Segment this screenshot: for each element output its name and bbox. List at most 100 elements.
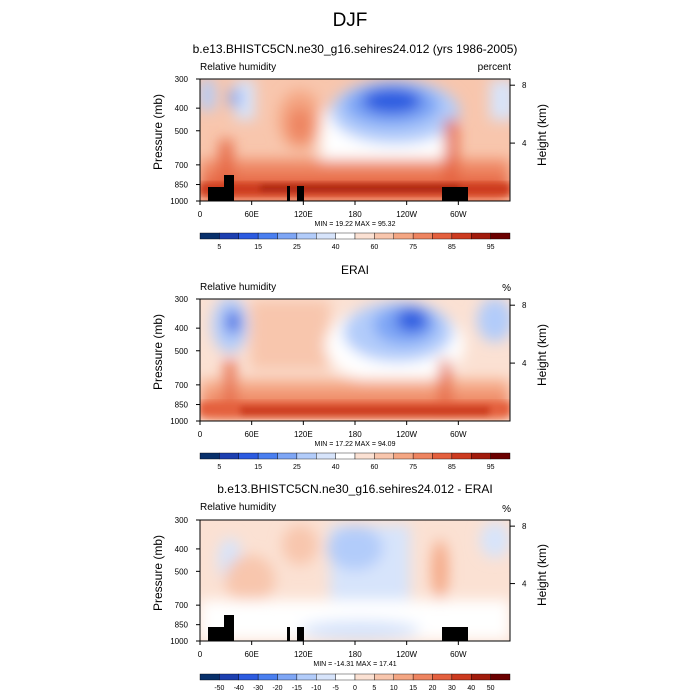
panel-2-ytick-label: 850 bbox=[175, 401, 189, 410]
panel-2-xtick-label: 180 bbox=[348, 430, 362, 439]
colorbar-3-swatch bbox=[451, 673, 472, 681]
panel-2-xtick-label: 60E bbox=[245, 430, 259, 439]
colorbar-3-label: -50 bbox=[214, 685, 224, 692]
colorbar-3-swatch bbox=[277, 673, 298, 681]
colorbar-2-swatch bbox=[354, 452, 375, 460]
panel-3-ytick-label: 300 bbox=[175, 516, 189, 525]
panel-1-ytick-label: 500 bbox=[175, 127, 189, 136]
colorbar-3-swatch bbox=[335, 673, 356, 681]
panel-2-field bbox=[200, 299, 510, 421]
colorbar-1-swatch bbox=[199, 232, 220, 240]
panel-2-stats: MIN = 17.22 MAX = 94.09 bbox=[314, 441, 396, 448]
panel-3-stats: MIN = -14.31 MAX = 17.41 bbox=[313, 661, 397, 668]
colorbar-2-label: 40 bbox=[332, 464, 340, 471]
panel-3-right-tick-label: 8 bbox=[522, 522, 527, 531]
panel-2-right-tick-label: 4 bbox=[522, 359, 527, 368]
panel-1-xtick-label: 120W bbox=[396, 210, 417, 219]
panel-1-ytick-label: 700 bbox=[175, 161, 189, 170]
colorbar-2-swatch bbox=[316, 452, 336, 460]
colorbar-3-swatch bbox=[219, 673, 239, 681]
colorbar-1-label: 5 bbox=[217, 244, 221, 251]
colorbar-2-label: 25 bbox=[293, 464, 301, 471]
panel-1-ytick-label: 400 bbox=[175, 104, 189, 113]
colorbar-3-swatch bbox=[238, 673, 259, 681]
colorbar-3-label: -20 bbox=[272, 685, 282, 692]
panel-1-ytick-label: 300 bbox=[175, 75, 189, 84]
colorbar-3-label: 30 bbox=[448, 685, 456, 692]
panel-3-xtick-label: 60E bbox=[245, 650, 259, 659]
colorbar-1-label: 85 bbox=[448, 244, 456, 251]
panel-2-variable-label: Relative humidity bbox=[200, 282, 277, 293]
colorbar-2-label: 95 bbox=[487, 464, 495, 471]
colorbar-1-label: 15 bbox=[254, 244, 262, 251]
colorbar-2-label: 85 bbox=[448, 464, 456, 471]
colorbar-2-swatch bbox=[335, 452, 356, 460]
colorbar-3-swatch bbox=[432, 673, 453, 681]
panel-1-ytick-label: 850 bbox=[175, 181, 189, 190]
colorbar-3-label: -30 bbox=[253, 685, 263, 692]
colorbar-2-swatch bbox=[219, 452, 239, 460]
panel-3-xtick-label: 0 bbox=[198, 650, 203, 659]
panel-1-right-tick-label: 8 bbox=[522, 81, 527, 90]
colorbar-1-swatch bbox=[257, 232, 278, 240]
panel-1-variable-label: Relative humidity bbox=[200, 62, 277, 73]
colorbar-2-swatch bbox=[277, 452, 298, 460]
colorbar-1-label: 40 bbox=[332, 244, 340, 251]
colorbar-layer: 5 15 25 40 60 75 85 955 15 25 40 60 75 85 95-50 -40 -30-… bbox=[199, 232, 511, 692]
colorbar-2-label: 15 bbox=[254, 464, 262, 471]
colorbar-3-swatch bbox=[316, 673, 336, 681]
panel-1-xtick-label: 0 bbox=[198, 210, 203, 219]
panel-1-right-tick-label: 4 bbox=[522, 139, 527, 148]
colorbar-2-swatch bbox=[471, 452, 491, 460]
panel-2-ytick-label: 300 bbox=[175, 295, 189, 304]
colorbar-3-label: 5 bbox=[372, 685, 376, 692]
panel-1-units-label: percent bbox=[477, 62, 511, 73]
panel-1-xtick-label: 60E bbox=[245, 210, 259, 219]
panel-1-stats: MIN = 19.22 MAX = 95.32 bbox=[314, 221, 396, 228]
colorbar-3-label: -15 bbox=[292, 685, 302, 692]
panel-2-title: ERAI bbox=[340, 263, 369, 277]
panel-3-field bbox=[200, 520, 510, 641]
panel-3-ytick-label: 1000 bbox=[170, 637, 188, 646]
colorbar-1-swatch bbox=[335, 232, 356, 240]
colorbar-2-swatch bbox=[490, 452, 511, 460]
panel-3-variable-label: Relative humidity bbox=[200, 502, 277, 513]
panel-3-ytick-label: 500 bbox=[175, 567, 189, 576]
colorbar-3-label: 20 bbox=[429, 685, 437, 692]
colorbar-2-swatch bbox=[451, 452, 472, 460]
panel-2-xtick-label: 60W bbox=[450, 430, 467, 439]
figure-title: DJF bbox=[332, 10, 368, 31]
colorbar-1-swatch bbox=[277, 232, 298, 240]
colorbar-1-label: 25 bbox=[293, 244, 301, 251]
colorbar-2-swatch bbox=[412, 452, 433, 460]
colorbar-2-label: 60 bbox=[370, 464, 378, 471]
colorbar-2-swatch bbox=[238, 452, 259, 460]
colorbar-1-swatch bbox=[219, 232, 239, 240]
panel-1-ytick-label: 1000 bbox=[170, 197, 188, 206]
colorbar-1-swatch bbox=[432, 232, 453, 240]
colorbar-3-swatch bbox=[296, 673, 317, 681]
panel-2-ytick-label: 400 bbox=[175, 324, 189, 333]
panel-1-xtick-label: 60W bbox=[450, 210, 467, 219]
panel-2-ytick-label: 700 bbox=[175, 381, 189, 390]
colorbar-2-label: 75 bbox=[409, 464, 417, 471]
colorbar-3-swatch bbox=[393, 673, 414, 681]
colorbar-2-swatch bbox=[374, 452, 394, 460]
panel-3-xtick-label: 120W bbox=[396, 650, 417, 659]
colorbar-1-swatch bbox=[451, 232, 472, 240]
panel-3-xtick-label: 60W bbox=[450, 650, 467, 659]
colorbar-1-swatch bbox=[374, 232, 394, 240]
colorbar-2-swatch bbox=[296, 452, 317, 460]
panel-3-xtick-label: 120E bbox=[294, 650, 313, 659]
colorbar-3-swatch bbox=[354, 673, 375, 681]
colorbar-2-swatch bbox=[432, 452, 453, 460]
colorbar-3-swatch bbox=[257, 673, 278, 681]
panel-2-ytick-label: 1000 bbox=[170, 417, 188, 426]
colorbar-3-swatch bbox=[199, 673, 220, 681]
colorbar-3-swatch bbox=[412, 673, 433, 681]
colorbar-2-swatch bbox=[393, 452, 414, 460]
panel-3-ytick-label: 700 bbox=[175, 601, 189, 610]
colorbar-1-swatch bbox=[393, 232, 414, 240]
colorbar-2-swatch bbox=[257, 452, 278, 460]
panel-2-ytick-label: 500 bbox=[175, 347, 189, 356]
